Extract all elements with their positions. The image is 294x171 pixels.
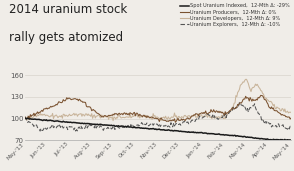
Text: rally gets atomized: rally gets atomized [9,31,123,44]
Legend: Spot Uranium Indexed,  12-Mth Δ: -29%, Uranium Producers,  12-Mth Δ: 0%, Uranium: Spot Uranium Indexed, 12-Mth Δ: -29%, Ur… [180,3,290,27]
Text: 2014 uranium stock: 2014 uranium stock [9,3,127,16]
